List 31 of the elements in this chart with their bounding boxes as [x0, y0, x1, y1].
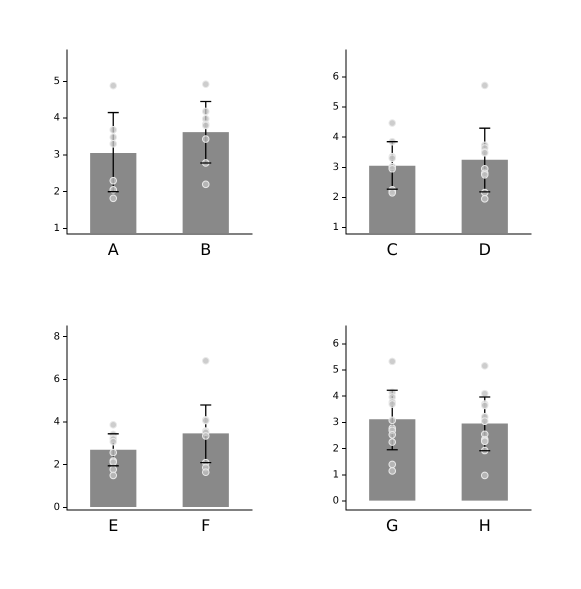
x-tick-label: G — [386, 516, 398, 535]
x-tick-label: A — [108, 240, 119, 259]
y-tick-label: 6 — [332, 72, 339, 83]
y-tick-label: 5 — [54, 76, 60, 87]
y-tick-label: 2 — [332, 443, 339, 454]
y-tick-label: 4 — [332, 390, 339, 402]
y-tick-label: 1 — [332, 222, 339, 233]
x-tick-label: H — [478, 516, 491, 535]
x-tick-label: C — [386, 240, 398, 259]
y-tick-label: 8 — [54, 331, 60, 342]
x-tick-label: D — [478, 240, 491, 259]
y-tick-label: 1 — [54, 223, 60, 234]
y-tick-label: 0 — [54, 502, 60, 514]
x-tick-label: E — [108, 516, 118, 535]
y-tick-label: 6 — [332, 338, 339, 350]
y-tick-label: 6 — [54, 374, 60, 385]
y-tick-label: 3 — [332, 162, 339, 173]
y-tick-label: 4 — [332, 132, 339, 143]
y-tick-label: 3 — [332, 417, 339, 428]
y-tick-label: 0 — [332, 496, 339, 507]
y-tick-label: 1 — [332, 469, 339, 480]
y-tick-label: 5 — [332, 102, 339, 113]
x-tick-label: F — [201, 516, 210, 535]
y-tick-label: 2 — [54, 459, 60, 470]
y-tick-label: 2 — [332, 192, 339, 203]
y-tick-label: 2 — [54, 186, 60, 198]
y-tick-label: 4 — [54, 112, 60, 124]
y-tick-label: 3 — [54, 149, 60, 160]
x-tick-label: B — [200, 240, 212, 259]
y-tick-label: 5 — [332, 364, 339, 376]
y-tick-label: 4 — [54, 416, 60, 428]
